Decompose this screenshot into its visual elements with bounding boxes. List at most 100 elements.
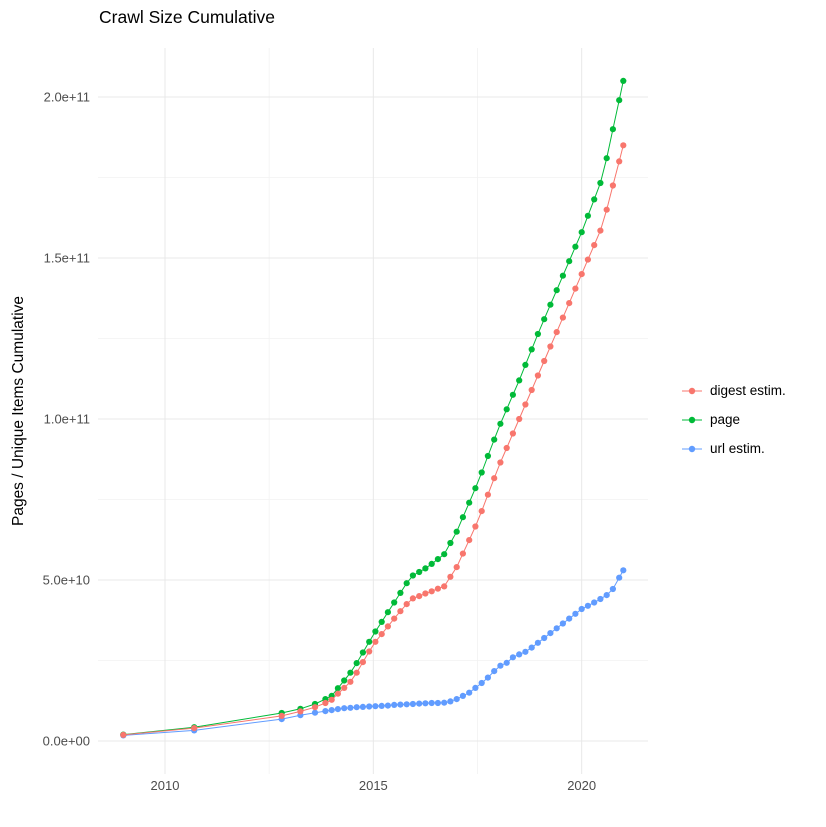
data-point bbox=[572, 243, 579, 250]
data-point bbox=[372, 628, 379, 635]
data-point bbox=[347, 669, 354, 676]
data-point bbox=[584, 602, 592, 609]
data-point bbox=[566, 615, 573, 622]
data-point bbox=[397, 701, 404, 708]
data-point bbox=[353, 704, 360, 711]
data-point bbox=[609, 182, 617, 189]
data-point bbox=[528, 644, 535, 651]
data-point bbox=[409, 700, 416, 708]
legend-key-icon bbox=[682, 445, 702, 452]
legend-label: url estim. bbox=[710, 441, 765, 456]
data-point bbox=[491, 668, 498, 675]
data-point bbox=[378, 618, 385, 626]
data-point bbox=[597, 595, 604, 603]
data-point bbox=[497, 420, 504, 427]
data-point bbox=[534, 330, 542, 338]
legend: digest estim. page url estim. bbox=[680, 382, 786, 457]
data-point bbox=[603, 206, 610, 213]
data-point bbox=[597, 179, 604, 187]
data-point bbox=[620, 567, 627, 574]
data-point bbox=[522, 648, 529, 655]
data-point bbox=[484, 452, 491, 460]
data-point bbox=[620, 142, 627, 149]
data-point bbox=[509, 654, 516, 661]
legend-key-icon bbox=[682, 387, 702, 394]
data-point bbox=[328, 696, 335, 703]
data-point bbox=[509, 430, 516, 437]
data-point bbox=[191, 725, 198, 732]
data-point bbox=[603, 155, 610, 162]
data-point bbox=[322, 699, 329, 707]
data-point bbox=[347, 704, 354, 711]
x-tick-label: 2020 bbox=[567, 778, 596, 793]
legend-key-icon bbox=[682, 416, 702, 423]
data-point bbox=[609, 585, 617, 593]
series-url-estim- bbox=[120, 567, 627, 739]
data-point bbox=[616, 158, 623, 165]
data-point bbox=[428, 699, 435, 707]
data-point bbox=[391, 701, 398, 709]
data-point bbox=[409, 572, 416, 579]
data-point bbox=[441, 551, 448, 558]
data-point bbox=[322, 708, 329, 715]
data-point bbox=[478, 508, 485, 515]
data-point bbox=[541, 634, 548, 642]
data-point bbox=[353, 660, 360, 667]
data-point bbox=[459, 692, 466, 700]
data-point bbox=[478, 679, 485, 687]
data-point bbox=[391, 615, 398, 622]
data-point bbox=[516, 651, 523, 658]
data-point bbox=[547, 630, 554, 637]
data-point bbox=[491, 436, 498, 443]
data-point bbox=[484, 674, 491, 681]
data-point bbox=[366, 648, 373, 655]
data-point bbox=[597, 227, 604, 234]
data-point bbox=[422, 700, 429, 707]
data-point bbox=[434, 585, 441, 592]
data-point bbox=[278, 712, 285, 720]
data-point bbox=[409, 595, 416, 602]
data-point bbox=[528, 346, 535, 353]
data-point bbox=[566, 258, 573, 265]
data-point bbox=[484, 491, 491, 498]
data-point bbox=[384, 702, 391, 709]
grid-major bbox=[98, 48, 648, 774]
data-point bbox=[620, 77, 627, 84]
legend-entry: page bbox=[680, 411, 786, 428]
data-point bbox=[416, 700, 423, 707]
data-point bbox=[547, 343, 554, 350]
data-point bbox=[328, 707, 335, 714]
legend-entry: url estim. bbox=[680, 440, 786, 457]
data-point bbox=[591, 242, 598, 249]
y-tick-label: 2.0e+11 bbox=[44, 90, 90, 105]
data-point bbox=[311, 704, 319, 711]
data-point bbox=[534, 639, 542, 646]
legend-label: page bbox=[710, 412, 741, 427]
data-point bbox=[341, 684, 348, 692]
data-point bbox=[384, 623, 391, 630]
data-point bbox=[584, 212, 592, 219]
legend-label: digest estim. bbox=[710, 383, 786, 398]
data-point bbox=[403, 601, 410, 608]
data-point bbox=[572, 285, 579, 292]
data-point bbox=[334, 685, 341, 692]
data-point bbox=[584, 256, 592, 263]
data-point bbox=[559, 620, 567, 627]
data-point bbox=[359, 649, 366, 656]
data-point bbox=[441, 583, 448, 590]
data-point bbox=[416, 568, 423, 576]
data-point bbox=[366, 638, 373, 645]
data-point bbox=[516, 415, 523, 423]
data-point bbox=[603, 592, 610, 599]
y-axis-title: Pages / Unique Items Cumulative bbox=[10, 295, 27, 527]
data-point bbox=[522, 361, 529, 368]
data-point bbox=[553, 329, 560, 336]
data-point bbox=[341, 705, 348, 712]
data-point bbox=[372, 638, 379, 645]
data-point bbox=[616, 97, 623, 104]
data-point bbox=[578, 271, 585, 278]
legend-entry: digest estim. bbox=[680, 382, 786, 399]
data-point bbox=[403, 701, 410, 708]
data-point bbox=[378, 631, 385, 638]
